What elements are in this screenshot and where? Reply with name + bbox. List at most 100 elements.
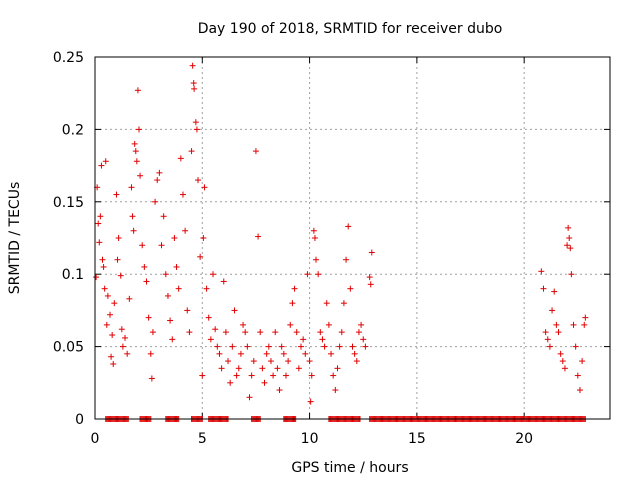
data-point <box>332 387 339 394</box>
data-point <box>115 235 122 241</box>
data-point <box>100 263 107 270</box>
data-point <box>222 329 229 336</box>
data-point <box>242 329 249 336</box>
data-point <box>118 326 125 333</box>
data-point <box>95 220 102 227</box>
x-tick-label: 5 <box>198 431 207 447</box>
data-point <box>98 162 105 169</box>
data-point <box>255 233 262 240</box>
data-point <box>546 343 553 350</box>
data-point <box>203 285 210 292</box>
data-point <box>549 307 556 314</box>
data-point <box>216 350 223 357</box>
data-point <box>300 336 307 343</box>
data-point <box>173 263 180 270</box>
data-point <box>282 372 289 379</box>
data-point <box>566 235 573 241</box>
data-point <box>280 350 287 357</box>
data-point <box>360 336 367 343</box>
data-point <box>308 372 315 379</box>
data-point <box>128 184 135 191</box>
data-point <box>298 343 304 350</box>
data-point <box>190 80 197 87</box>
data-point <box>195 177 201 184</box>
data-point <box>212 326 219 333</box>
data-point <box>368 249 375 256</box>
data-point <box>582 314 589 321</box>
data-point <box>135 126 142 133</box>
data-point <box>323 300 330 307</box>
data-point <box>261 379 268 386</box>
data-point <box>131 140 138 147</box>
data-point <box>285 358 292 365</box>
data-point <box>307 398 314 405</box>
data-point <box>579 358 586 365</box>
data-point <box>111 300 118 307</box>
data-point <box>576 387 583 394</box>
data-point <box>158 242 165 249</box>
data-point <box>561 365 568 372</box>
data-point <box>114 256 121 263</box>
data-point <box>570 321 577 328</box>
data-point <box>555 329 562 336</box>
data-point <box>199 372 206 379</box>
data-point <box>109 332 116 339</box>
data-point <box>340 300 347 307</box>
data-point <box>192 119 199 126</box>
data-point <box>315 271 322 278</box>
data-point <box>156 169 163 176</box>
data-point <box>334 365 341 372</box>
data-point <box>265 343 272 350</box>
data-point <box>107 311 114 318</box>
x-tick-label: 20 <box>515 431 533 447</box>
x-axis-label: GPS time / hours <box>291 460 408 476</box>
data-point <box>553 321 560 328</box>
data-point <box>231 307 238 314</box>
data-point <box>191 85 198 92</box>
data-point <box>538 268 545 275</box>
data-point <box>343 256 350 263</box>
data-point <box>218 365 225 372</box>
data-point <box>325 321 332 328</box>
data-point <box>347 285 354 292</box>
data-point <box>134 87 141 94</box>
data-point <box>311 235 318 241</box>
data-point <box>551 288 558 295</box>
x-tick-label: 0 <box>91 431 100 447</box>
data-point <box>338 329 345 336</box>
data-point <box>367 281 374 288</box>
data-point <box>143 278 150 285</box>
data-point <box>259 365 266 372</box>
data-point <box>133 158 140 165</box>
data-point <box>252 148 259 155</box>
data-point <box>179 191 186 198</box>
data-point <box>237 350 244 357</box>
data-point <box>152 198 159 205</box>
data-point <box>568 271 575 278</box>
data-point <box>270 372 277 379</box>
data-point <box>293 329 300 336</box>
data-point <box>319 336 326 343</box>
data-point <box>132 148 139 155</box>
data-point <box>225 358 232 365</box>
data-point <box>169 336 176 343</box>
data-point <box>250 358 257 365</box>
data-point <box>362 343 369 350</box>
data-point <box>267 358 274 365</box>
axes: 0 0.05 0.1 0.15 0.2 0.25 0 5 10 15 20 <box>53 50 610 447</box>
data-point <box>565 224 572 231</box>
data-point <box>119 343 126 350</box>
data-point <box>540 285 547 292</box>
y-tick-label: 0.15 <box>53 195 84 211</box>
data-point <box>147 350 154 357</box>
data-point <box>353 358 360 365</box>
data-point <box>313 256 320 263</box>
data-point <box>542 329 549 336</box>
data-point <box>257 329 264 336</box>
data-point <box>186 329 193 336</box>
data-point <box>235 365 242 372</box>
data-point <box>289 300 296 307</box>
data-point <box>130 227 137 234</box>
data-point <box>189 62 196 69</box>
